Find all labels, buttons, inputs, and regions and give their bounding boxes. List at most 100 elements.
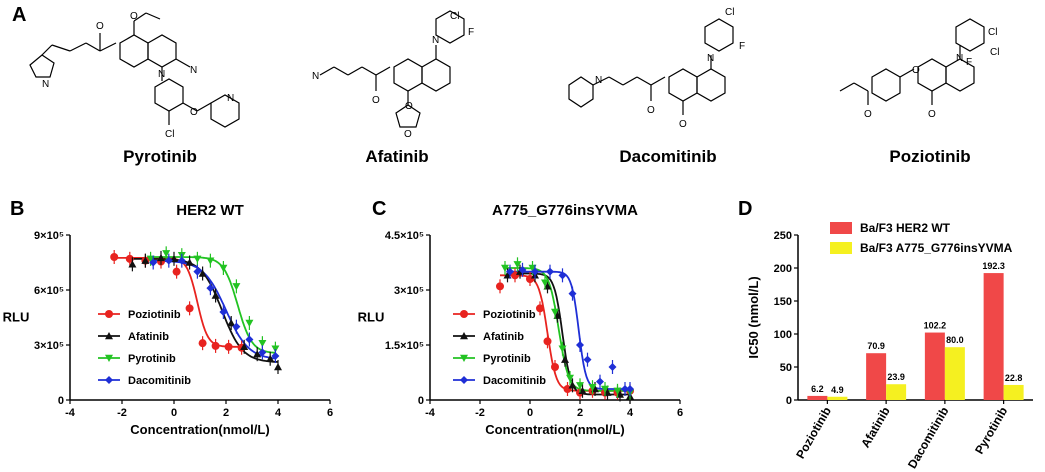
data-point-dacomitinib bbox=[558, 271, 567, 280]
svg-text:N: N bbox=[595, 75, 602, 86]
data-point-dacomitinib bbox=[177, 256, 186, 265]
data-point-pyrotinib bbox=[219, 264, 228, 272]
data-point-poziotinib bbox=[496, 282, 504, 291]
data-point-pyrotinib bbox=[588, 383, 597, 392]
data-point-pyrotinib bbox=[601, 385, 609, 393]
bar-afatinib-0 bbox=[866, 353, 887, 400]
svg-text:N: N bbox=[158, 69, 165, 80]
data-point-pyrotinib bbox=[551, 308, 559, 316]
data-point-dacomitinib bbox=[506, 267, 514, 276]
panel-b-letter: B bbox=[10, 198, 25, 220]
legend-swatch bbox=[830, 222, 852, 234]
pyrotinib-structure: N O O N N Cl O N bbox=[29, 11, 240, 140]
fit-curve-pyrotinib bbox=[150, 256, 276, 354]
chart-title: HER2 WT bbox=[176, 202, 244, 219]
legend-marker bbox=[105, 310, 113, 318]
data-point-dacomitinib bbox=[219, 308, 228, 316]
chart-ic50-bars: 0 50 100 150 200 250 IC50 (nmol/L) 6.2 4.9 Poziot… bbox=[746, 221, 1033, 471]
svg-text:O: O bbox=[130, 11, 138, 22]
legend-entry-pyrotinib: Pyrotinib bbox=[128, 353, 176, 365]
bar-pyrotinib-1 bbox=[1003, 384, 1024, 400]
data-point-pyrotinib bbox=[232, 283, 241, 291]
data-point-poziotinib bbox=[224, 342, 233, 351]
bar-value-label: 22.8 bbox=[1005, 373, 1023, 383]
bar-value-label: 80.0 bbox=[946, 335, 964, 345]
data-point-poziotinib bbox=[211, 341, 220, 350]
svg-text:Cl: Cl bbox=[725, 7, 734, 18]
data-point-afatinib bbox=[128, 260, 137, 268]
chart-insyvma: A775_G776insYVMA -4 -2 0 2 4 6 0 1.5×10⁵ 3×10⁵ 4.5… bbox=[358, 202, 683, 437]
drug-name-poziotinib: Poziotinib bbox=[889, 147, 971, 166]
data-point-dacomitinib bbox=[149, 258, 158, 267]
data-point-pyrotinib bbox=[513, 261, 522, 269]
x-tick-label-pyrotinib: Pyrotinib bbox=[972, 405, 1010, 457]
data-point-dacomitinib bbox=[531, 267, 539, 276]
data-point-pyrotinib bbox=[613, 387, 622, 395]
y-tick-label: 4.5×10⁵ bbox=[385, 230, 424, 242]
x-tick-label: 6 bbox=[327, 407, 333, 419]
y-axis-label: RLU bbox=[358, 310, 385, 325]
y-tick-label: 6×10⁵ bbox=[34, 285, 64, 297]
data-point-afatinib bbox=[240, 342, 249, 351]
data-point-pyrotinib bbox=[566, 374, 574, 382]
y-tick-label: 9×10⁵ bbox=[34, 230, 64, 242]
bar-value-label: 23.9 bbox=[887, 372, 905, 382]
data-point-poziotinib bbox=[172, 267, 181, 276]
x-tick-label: 4 bbox=[275, 407, 282, 419]
data-point-poziotinib bbox=[543, 337, 552, 346]
data-point-dacomitinib bbox=[576, 341, 584, 349]
drug-name-afatinib: Afatinib bbox=[365, 147, 429, 166]
data-point-afatinib bbox=[141, 256, 150, 264]
svg-text:Cl: Cl bbox=[165, 129, 174, 140]
x-tick-label-dacomitinib: Dacomitinib bbox=[905, 405, 951, 471]
bar-poziotinib-1 bbox=[827, 396, 848, 400]
legend-swatch bbox=[830, 242, 852, 254]
x-tick-label: 0 bbox=[171, 407, 177, 419]
data-point-dacomitinib bbox=[232, 322, 241, 331]
svg-text:Cl: Cl bbox=[450, 11, 459, 22]
data-point-dacomitinib bbox=[621, 385, 629, 393]
svg-text:N: N bbox=[707, 53, 714, 64]
data-point-poziotinib bbox=[536, 304, 544, 313]
data-point-dacomitinib bbox=[596, 377, 604, 386]
data-point-dacomitinib bbox=[518, 265, 527, 274]
panel-d-letter: D bbox=[738, 198, 753, 220]
data-point-dacomitinib bbox=[583, 355, 592, 364]
svg-text:N: N bbox=[312, 71, 319, 82]
data-point-poziotinib bbox=[198, 339, 207, 348]
y-tick-label: 50 bbox=[780, 362, 792, 374]
data-point-pyrotinib bbox=[258, 339, 267, 348]
svg-text:O: O bbox=[190, 107, 198, 118]
y-axis-label: IC50 (nmol/L) bbox=[746, 276, 761, 358]
svg-text:O: O bbox=[864, 109, 872, 120]
legend-entry-dacomitinib: Dacomitinib bbox=[128, 375, 191, 387]
data-point-dacomitinib bbox=[608, 363, 617, 371]
data-point-dacomitinib bbox=[546, 267, 554, 276]
bar-value-label: 102.2 bbox=[924, 321, 947, 331]
bar-poziotinib-0 bbox=[807, 395, 828, 400]
y-tick-label: 250 bbox=[774, 230, 792, 242]
x-axis-label: Concentration(nmol/L) bbox=[130, 422, 269, 437]
x-tick-label: 2 bbox=[223, 407, 229, 419]
data-point-dacomitinib bbox=[626, 385, 634, 393]
svg-text:O: O bbox=[679, 119, 687, 130]
y-axis-label: RLU bbox=[3, 310, 30, 325]
y-tick-label: 1.5×10⁵ bbox=[385, 340, 424, 352]
y-tick-label: 0 bbox=[58, 395, 64, 407]
data-point-afatinib bbox=[198, 269, 207, 277]
legend-marker bbox=[460, 376, 468, 384]
legend-entry-1: Ba/F3 A775_G776insYVMA bbox=[860, 241, 1013, 255]
legend-marker bbox=[105, 376, 113, 384]
bar-value-label: 192.3 bbox=[982, 261, 1005, 271]
x-tick-label: 2 bbox=[577, 407, 583, 419]
x-axis-label: Concentration(nmol/L) bbox=[485, 422, 624, 437]
data-point-pyrotinib bbox=[576, 382, 584, 390]
bar-dacomitinib-0 bbox=[924, 332, 945, 400]
bar-pyrotinib-0 bbox=[983, 273, 1004, 400]
data-point-pyrotinib bbox=[558, 345, 567, 353]
svg-text:F: F bbox=[468, 27, 474, 38]
svg-text:O: O bbox=[372, 95, 380, 106]
legend-entry-afatinib: Afatinib bbox=[483, 331, 524, 343]
afatinib-structure: N O N O O Cl F bbox=[312, 10, 474, 140]
legend-marker bbox=[460, 332, 468, 340]
